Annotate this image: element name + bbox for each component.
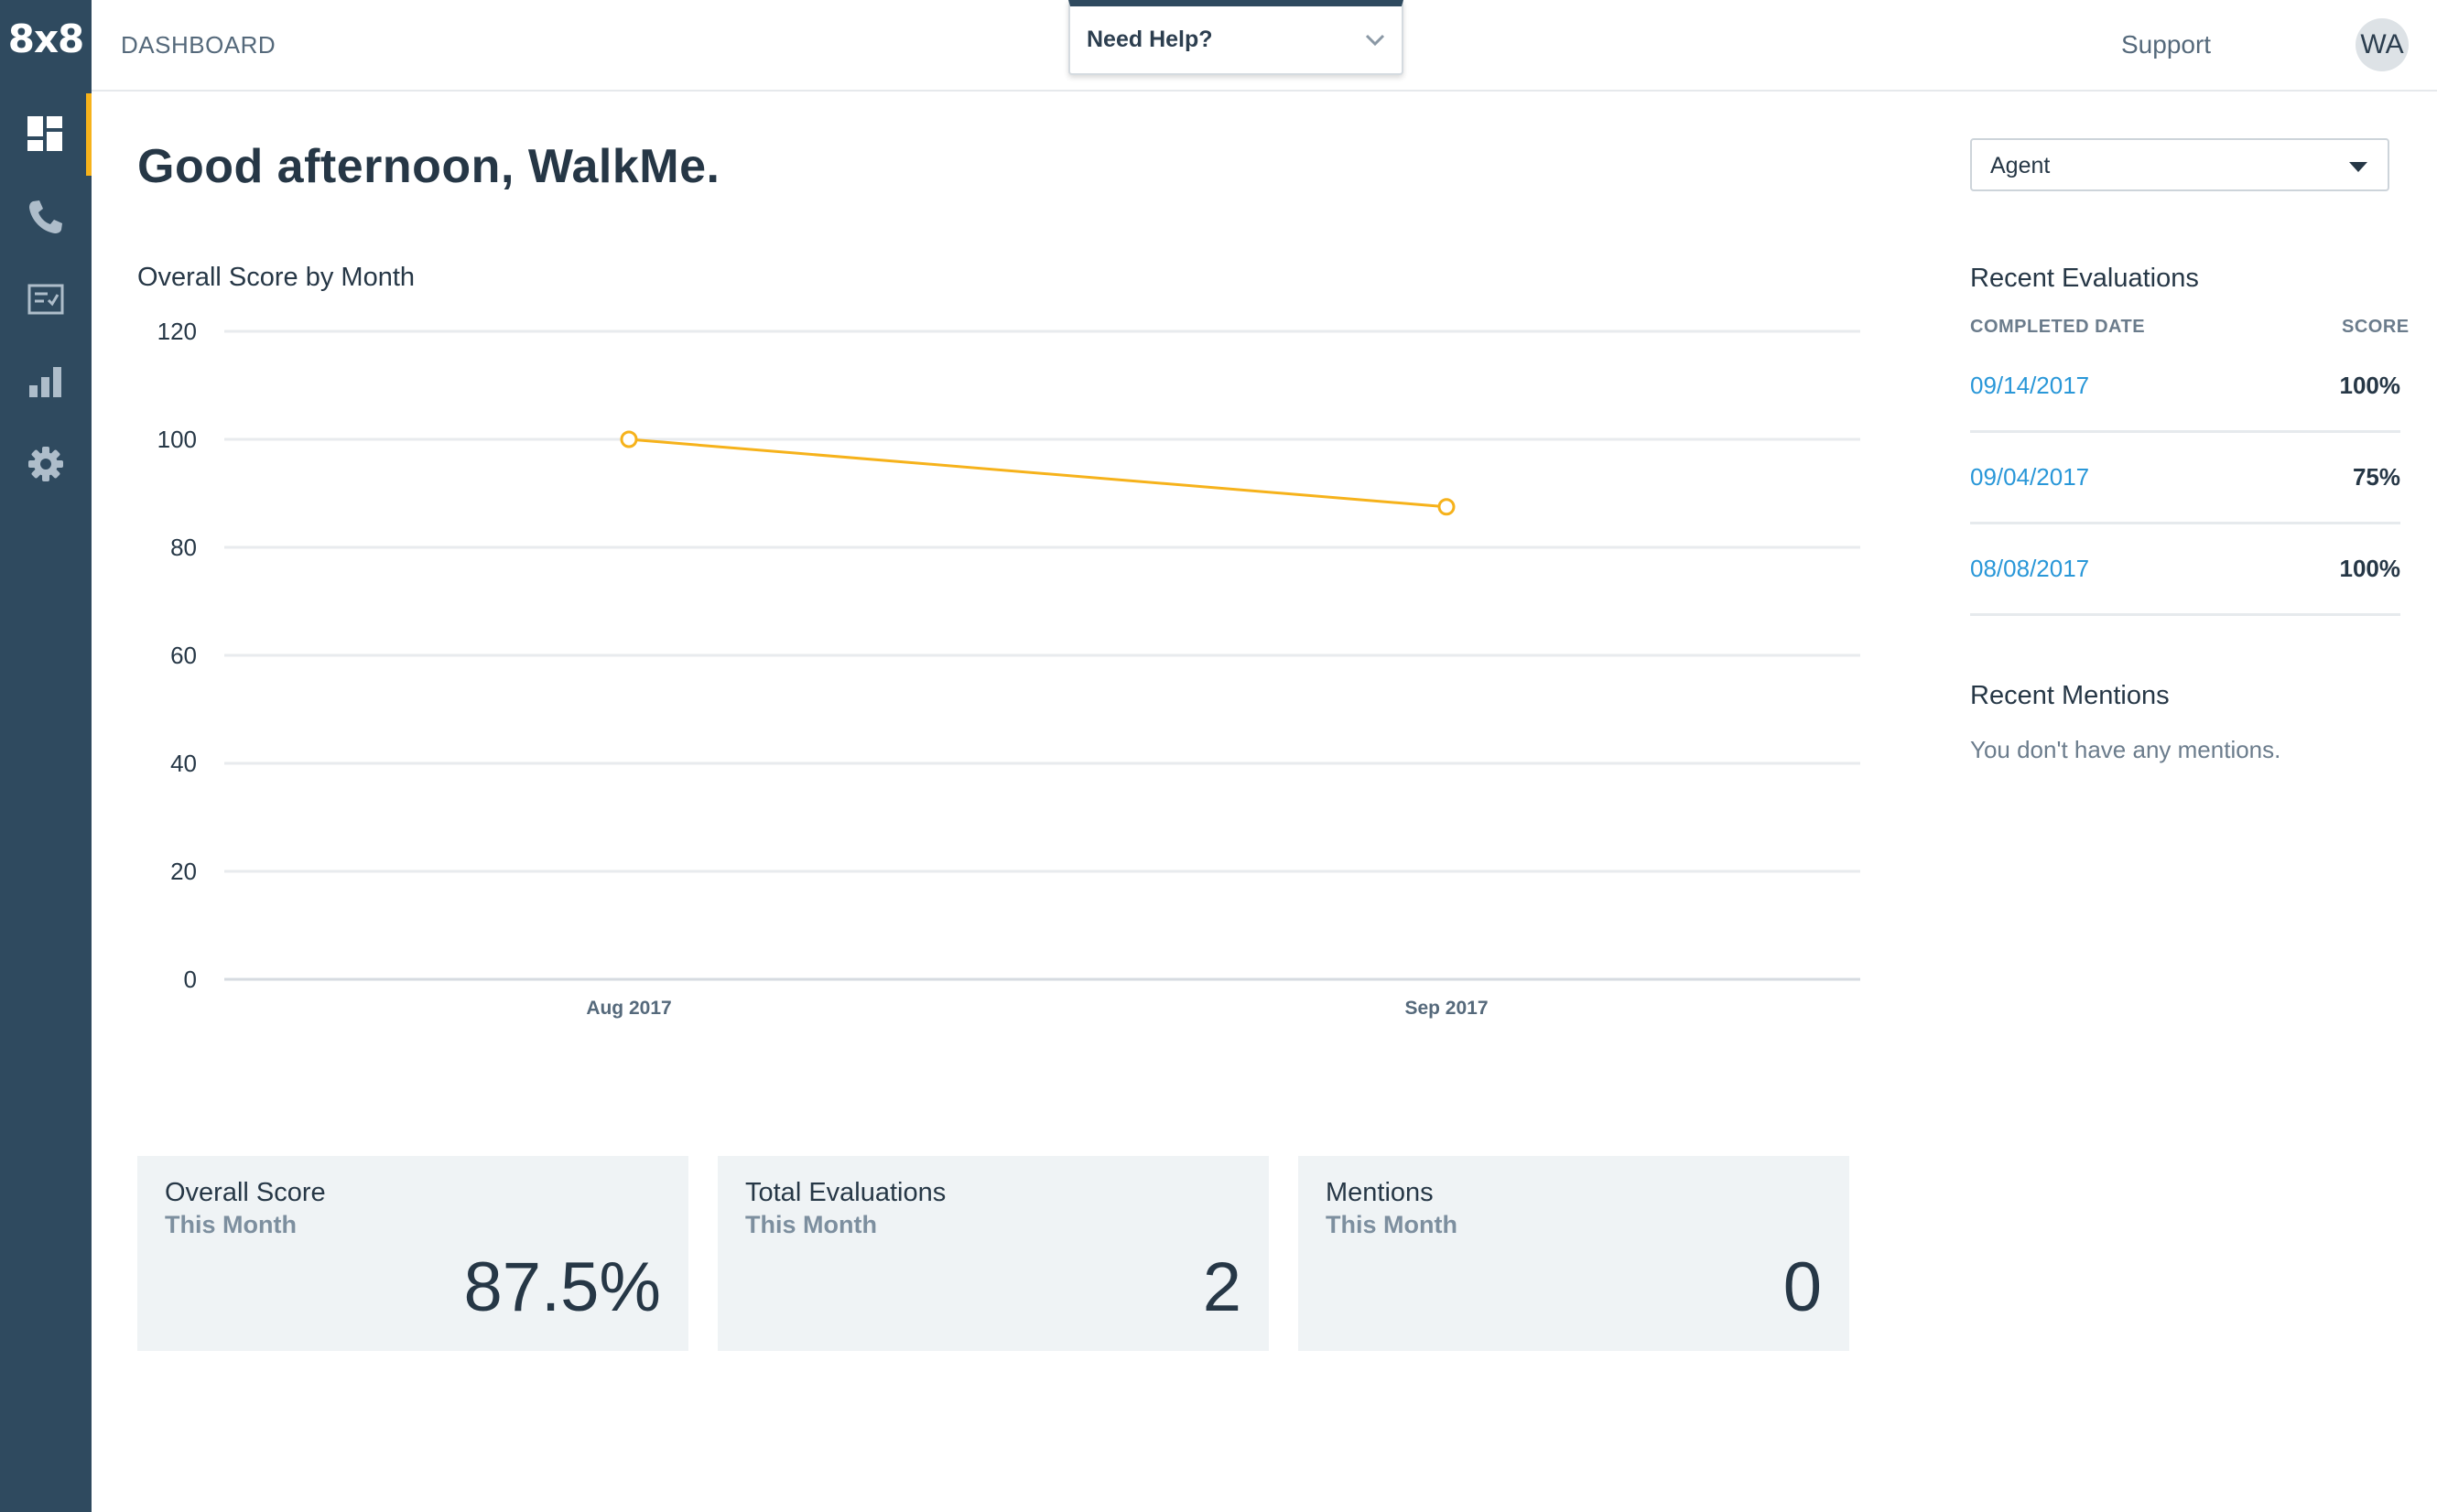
support-link[interactable]: Support <box>2121 30 2212 59</box>
gear-icon <box>28 447 63 481</box>
recent-evaluations-title: Recent Evaluations <box>1970 264 2199 293</box>
sidebar-item-dashboard[interactable] <box>0 93 92 176</box>
y-tick-label: 100 <box>157 426 197 453</box>
y-tick-label: 80 <box>170 534 197 561</box>
caret-down-icon <box>2349 162 2367 172</box>
card-title: Overall Score <box>165 1178 326 1207</box>
card-value: 0 <box>1782 1248 1822 1326</box>
y-tick-label: 120 <box>157 318 197 345</box>
top-bar: DASHBOARD Need Help? Support WA <box>92 0 2437 92</box>
evaluation-score: 100% <box>2339 372 2401 399</box>
role-select-value: Agent <box>1990 153 2051 178</box>
role-select[interactable]: Agent <box>1970 138 2389 191</box>
series-line <box>628 437 1447 509</box>
card-subtitle: This Month <box>165 1211 297 1238</box>
card-subtitle: This Month <box>745 1211 877 1238</box>
evaluation-row: 09/14/2017 100% <box>1970 339 2400 433</box>
evaluation-row: 08/08/2017 100% <box>1970 522 2400 616</box>
mentions-empty-message: You don't have any mentions. <box>1970 736 2281 763</box>
card-subtitle: This Month <box>1326 1211 1457 1238</box>
breadcrumb[interactable]: DASHBOARD <box>121 31 276 59</box>
data-point <box>620 430 638 448</box>
y-tick-label: 60 <box>170 642 197 669</box>
evaluation-score: 75% <box>2352 463 2400 491</box>
evaluation-date-link[interactable]: 09/04/2017 <box>1970 463 2090 491</box>
need-help-dropdown[interactable]: Need Help? <box>1068 0 1403 75</box>
evaluation-date-link[interactable]: 09/14/2017 <box>1970 372 2090 399</box>
x-tick-label: Sep 2017 <box>1404 998 1488 1019</box>
evaluation-row: 09/04/2017 75% <box>1970 430 2400 524</box>
card-title: Mentions <box>1326 1178 1434 1207</box>
mentions-card: Mentions This Month 0 <box>1298 1156 1849 1351</box>
y-tick-label: 20 <box>170 858 197 885</box>
page-title: Good afternoon, WalkMe. <box>137 140 720 193</box>
brand-logo[interactable]: 8x8 <box>7 16 85 61</box>
sidebar-item-settings[interactable] <box>0 423 92 505</box>
chevron-down-icon <box>1365 34 1385 47</box>
evaluation-score: 100% <box>2339 555 2401 582</box>
score-column-header: SCORE <box>2342 317 2410 337</box>
reports-icon <box>29 367 61 397</box>
dashboard-icon <box>27 116 62 151</box>
sidebar-item-reports[interactable] <box>0 340 92 423</box>
card-value: 87.5% <box>463 1248 662 1326</box>
data-point <box>1437 498 1456 516</box>
recent-mentions-title: Recent Mentions <box>1970 681 2170 710</box>
avatar[interactable]: WA <box>2356 18 2409 71</box>
y-tick-label: 40 <box>170 750 197 777</box>
need-help-label: Need Help? <box>1087 27 1213 52</box>
evaluations-icon <box>27 284 64 315</box>
evaluation-date-link[interactable]: 08/08/2017 <box>1970 555 2090 582</box>
sidebar-item-evaluations[interactable] <box>0 258 92 340</box>
phone-icon <box>29 200 62 233</box>
total-evaluations-card: Total Evaluations This Month 2 <box>718 1156 1269 1351</box>
overall-score-card: Overall Score This Month 87.5% <box>137 1156 688 1351</box>
sidebar: 8x8 <box>0 0 92 1512</box>
score-line-chart: 0 20 40 60 80 100 120 Aug 2017 Sep 2017 <box>157 318 1860 1019</box>
sidebar-item-calls[interactable] <box>0 176 92 258</box>
x-tick-label: Aug 2017 <box>586 998 671 1019</box>
y-tick-label: 0 <box>184 966 197 993</box>
completed-date-column-header: COMPLETED DATE <box>1970 317 2146 337</box>
card-value: 2 <box>1202 1248 1241 1326</box>
chart-title: Overall Score by Month <box>137 263 416 292</box>
card-title: Total Evaluations <box>745 1178 947 1207</box>
